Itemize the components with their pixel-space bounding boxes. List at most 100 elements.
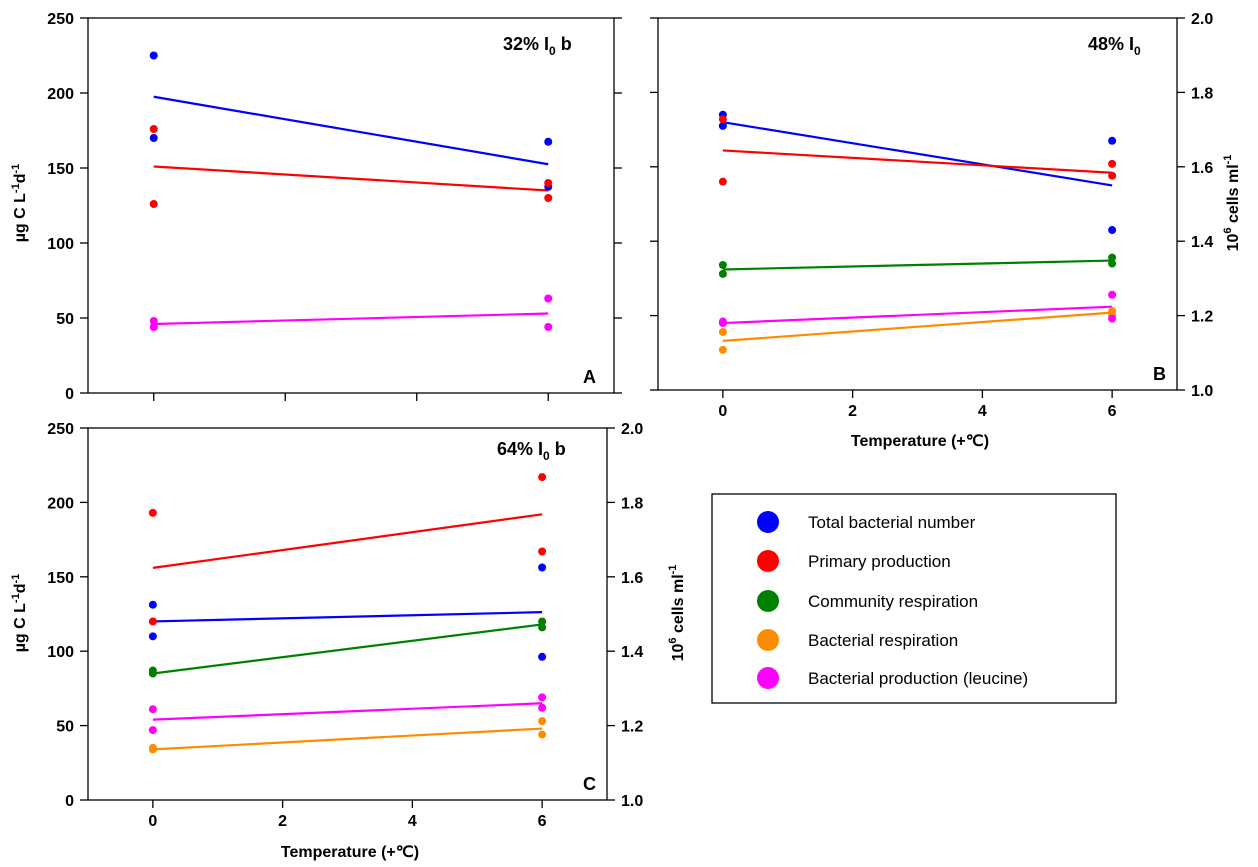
community-respiration-fit-line [152, 623, 543, 675]
y-tick-label: 50 [56, 719, 74, 736]
y2-tick-label: 2.0 [1191, 11, 1213, 28]
y-tick-label: 0 [65, 386, 74, 403]
legend: Total bacterial number Primary production… [711, 493, 1117, 704]
panel-c: 0 2 4 6 0 50 100 150 200 250 1.0 1.2 1.4 1.6 1.8 2.0 64… [10, 421, 687, 861]
legend-label-community-respiration: Community respiration [808, 592, 978, 611]
total-bacterial-number-point [149, 134, 158, 142]
primary-production-point [718, 177, 727, 186]
bacterial-production-leucine-point [149, 323, 158, 331]
total-bacterial-number-fit-line [152, 611, 543, 623]
x-tick-label: 2 [848, 403, 857, 420]
panel-b-xlabel: Temperature (+℃) [851, 433, 989, 450]
panel-b-points [718, 110, 1117, 354]
y-tick-label: 150 [47, 570, 74, 587]
x-tick-label: 6 [538, 813, 547, 830]
bacterial-production-leucine-point [148, 705, 157, 714]
total-bacterial-number-fit-line [722, 121, 1113, 187]
y-tick-label: 50 [56, 311, 74, 328]
bacterial-production-leucine-point [544, 294, 553, 303]
primary-production-fit-line [722, 149, 1113, 174]
primary-production-point [544, 179, 553, 187]
y-tick-label: 200 [47, 495, 74, 512]
bacterial-production-leucine-point [148, 726, 157, 735]
total-bacterial-number-point [1108, 226, 1117, 235]
x-tick-label: 0 [718, 403, 727, 420]
total-bacterial-number-fit-line [153, 95, 549, 166]
total-bacterial-number-point [538, 652, 547, 661]
y-tick-label: 200 [47, 86, 74, 103]
y2-tick-label: 2.0 [621, 421, 643, 438]
legend-marker-total-bacterial-number [757, 511, 779, 533]
panel-a-annotation: 32% I0 b [503, 34, 572, 58]
bacterial-production-leucine-point [718, 319, 727, 328]
primary-production-fit-line [153, 165, 549, 192]
panel-c-fit-lines [152, 513, 543, 751]
y-tick-label: 0 [65, 793, 74, 810]
y2-tick-label: 1.4 [1191, 234, 1213, 251]
panel-c-ticks: 0 2 4 6 0 50 100 150 200 250 1.0 1.2 1.4 1.6 1.8 2.0 [47, 421, 643, 830]
bacterial-production-leucine-fit-line [722, 305, 1113, 325]
bacterial-production-leucine-point [149, 317, 158, 325]
community-respiration-point [718, 261, 727, 270]
bacterial-respiration-fit-line [722, 311, 1113, 342]
y-tick-label: 100 [47, 236, 74, 253]
total-bacterial-number-point [148, 600, 157, 609]
legend-box [711, 493, 1117, 704]
y2-tick-label: 1.6 [1191, 160, 1213, 177]
panel-b-label: B [1153, 364, 1166, 384]
primary-production-fit-line [152, 513, 543, 569]
total-bacterial-number-point [544, 137, 553, 146]
legend-label-bacterial-respiration: Bacterial respiration [808, 631, 958, 650]
panel-a-points [149, 51, 553, 331]
y-tick-label: 150 [47, 161, 74, 178]
x-tick-label: 6 [1108, 403, 1117, 420]
y2-tick-label: 1.8 [1191, 85, 1213, 102]
y2-tick-label: 1.4 [621, 644, 643, 661]
panel-b-frame [657, 17, 1178, 391]
panel-c-y2label: 106 cells ml-1 [667, 565, 687, 662]
primary-production-point [718, 115, 727, 124]
panel-c-annotation: 64% I0 b [497, 439, 566, 463]
legend-marker-bacterial-respiration [757, 629, 779, 651]
bacterial-respiration-point [538, 717, 547, 726]
panel-b-fit-lines [722, 121, 1113, 342]
total-bacterial-number-point [1108, 136, 1117, 145]
bacterial-production-leucine-point [1108, 314, 1117, 323]
panel-b-ticks: 0 2 4 6 1.0 1.2 1.4 1.6 1.8 2.0 [650, 11, 1213, 420]
community-respiration-point [538, 617, 547, 626]
y2-tick-label: 1.0 [621, 793, 643, 810]
y-tick-label: 250 [47, 11, 74, 28]
bacterial-respiration-fit-line [152, 727, 543, 751]
x-tick-label: 0 [148, 813, 157, 830]
panel-c-frame [87, 427, 608, 801]
primary-production-point [1108, 171, 1117, 180]
y2-tick-label: 1.6 [621, 570, 643, 587]
bacterial-production-leucine-point [538, 693, 547, 702]
x-tick-label: 2 [278, 813, 287, 830]
legend-marker-community-respiration [757, 590, 779, 612]
primary-production-point [149, 125, 158, 133]
y2-tick-label: 1.8 [621, 495, 643, 512]
y2-tick-label: 1.0 [1191, 383, 1213, 400]
total-bacterial-number-point [149, 51, 158, 60]
bacterial-production-leucine-fit-line [152, 702, 543, 721]
bacterial-respiration-point [718, 345, 727, 354]
bacterial-respiration-point [718, 327, 727, 336]
panel-a-ticks: 0 50 100 150 200 250 [47, 11, 622, 403]
legend-label-primary-production: Primary production [808, 552, 951, 571]
x-tick-label: 4 [978, 403, 987, 420]
bacterial-production-leucine-fit-line [153, 312, 549, 326]
panel-c-label: C [583, 774, 596, 794]
community-respiration-point [148, 669, 157, 678]
primary-production-point [538, 547, 547, 556]
panel-a-frame [87, 17, 615, 394]
total-bacterial-number-point [718, 121, 727, 130]
bacterial-respiration-point [148, 745, 157, 754]
legend-marker-primary-production [757, 550, 779, 572]
primary-production-point [1108, 159, 1117, 168]
panel-c-ylabel: µg C L-1d-1 [10, 574, 29, 653]
panel-b: 0 2 4 6 1.0 1.2 1.4 1.6 1.8 2.0 48% I0 B 106 cell… [650, 11, 1242, 450]
panel-a-fit-lines [153, 95, 549, 326]
panel-b-annotation: 48% I0 [1088, 34, 1141, 58]
